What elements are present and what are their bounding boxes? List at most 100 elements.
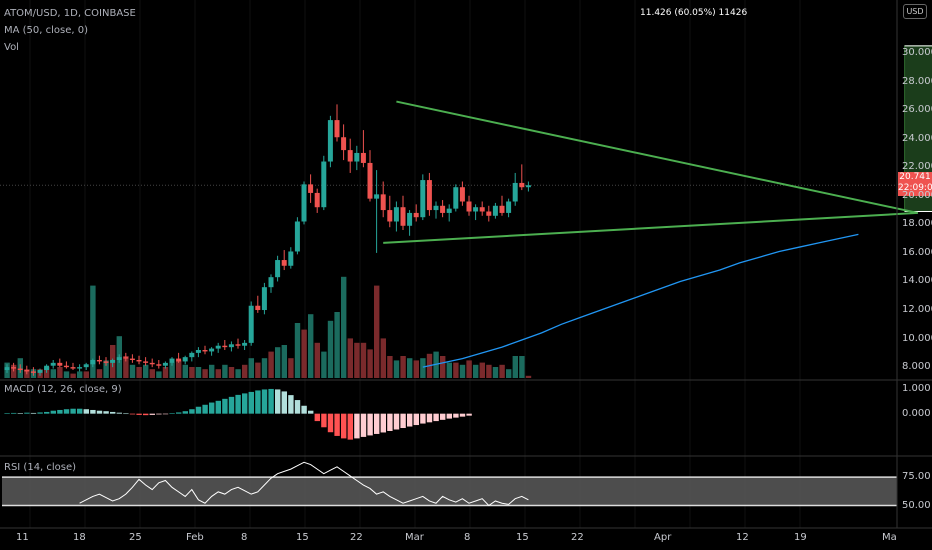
macd-bar: [288, 395, 294, 414]
volume-bar: [459, 364, 466, 378]
candle-body: [17, 368, 23, 370]
candle-body: [374, 194, 380, 199]
candle-body: [360, 152, 366, 163]
macd-bar: [420, 413, 426, 424]
price-tick-label: 26.000: [902, 104, 932, 116]
rsi-tick-label: 50.00: [902, 499, 931, 511]
macd-bar: [136, 413, 142, 415]
volume-bar: [268, 351, 274, 378]
candle-body: [255, 305, 261, 311]
price-tick-label: 14.000: [902, 275, 932, 287]
macd-bar: [63, 409, 70, 414]
volume-bar: [380, 338, 386, 378]
macd-bar: [347, 413, 353, 440]
macd-bar: [268, 388, 274, 414]
volume-bar: [57, 367, 63, 378]
candle-body: [83, 364, 89, 368]
candle-body: [466, 201, 472, 212]
candle-body: [30, 371, 36, 373]
candle-body: [116, 357, 122, 361]
volume-bar: [479, 362, 485, 378]
rsi-band: [2, 477, 897, 506]
time-tick-label: 8: [241, 532, 248, 543]
volume-bar: [327, 320, 334, 378]
macd-bar: [24, 412, 30, 414]
volume-bar: [235, 369, 241, 378]
time-tick-label: Feb: [186, 532, 204, 543]
candle-body: [261, 287, 267, 311]
volume-bar: [499, 364, 505, 378]
volume-bar: [275, 347, 281, 378]
volume-bar: [473, 364, 479, 378]
rsi-label[interactable]: RSI (14, close): [4, 462, 77, 473]
macd-tick-label: 0.000: [902, 407, 931, 419]
ma-label[interactable]: MA (50, close, 0): [4, 25, 89, 36]
candle-body: [347, 150, 353, 162]
macd-bar: [367, 413, 373, 436]
symbol-label[interactable]: ATOM/USD, 1D, COINBASE: [4, 8, 136, 19]
candle-body: [70, 367, 76, 369]
candle-body: [50, 362, 56, 366]
macd-bar: [393, 413, 400, 430]
volume-bar: [195, 367, 202, 378]
macd-bar: [169, 413, 175, 414]
candle-body: [96, 360, 102, 362]
macd-label[interactable]: MACD (12, 26, close, 9): [4, 384, 122, 395]
candle-body: [367, 162, 373, 199]
volume-bar: [90, 285, 96, 378]
macd-bar: [149, 413, 155, 415]
macd-bar: [321, 413, 327, 428]
candle-body: [129, 358, 135, 361]
volume-bar: [182, 364, 188, 378]
macd-bar: [195, 406, 202, 414]
volume-bar: [143, 364, 149, 378]
candle-body: [11, 367, 17, 369]
volume-bar: [189, 367, 195, 378]
macd-bar: [143, 413, 149, 416]
volume-bar: [123, 356, 129, 378]
macd-bar: [103, 411, 109, 414]
volume-bar: [354, 342, 360, 378]
rsi-line: [79, 461, 529, 507]
candle-body: [149, 362, 155, 365]
volume-bar: [261, 358, 268, 378]
macd-bar: [275, 389, 281, 414]
volume-bar: [255, 362, 261, 378]
macd-bar: [77, 408, 83, 414]
candle-body: [380, 194, 386, 211]
macd-bar: [123, 413, 129, 415]
macd-bar: [327, 413, 334, 433]
candle-body: [354, 152, 360, 162]
candle-body: [248, 305, 254, 343]
volume-bar: [242, 364, 248, 378]
candle-body: [235, 344, 241, 346]
volume-bar: [209, 364, 215, 378]
volume-bar: [413, 360, 419, 378]
candle-body: [169, 358, 175, 363]
macd-bar: [354, 413, 360, 439]
vol-label[interactable]: Vol: [4, 42, 19, 53]
volume-bar: [136, 367, 142, 378]
ma50-line: [422, 233, 859, 368]
macd-bar: [301, 405, 307, 414]
macd-bar: [11, 412, 17, 414]
macd-bar: [182, 411, 188, 414]
price-tick-label: 10.000: [902, 332, 932, 344]
macd-bar: [387, 413, 393, 431]
macd-bar: [261, 389, 268, 414]
volume-bar: [420, 358, 426, 378]
volume-bar: [222, 364, 228, 378]
currency-badge[interactable]: USD: [903, 4, 927, 19]
axes: [0, 0, 932, 529]
macd-bar: [129, 413, 136, 415]
macd-bar: [57, 409, 63, 414]
volume-bar: [486, 364, 492, 378]
volume-bars: [4, 276, 532, 378]
volume-bar: [156, 371, 162, 378]
volume-bar: [215, 369, 221, 378]
candle-body: [281, 260, 287, 266]
price-tick-label: 24.000: [902, 132, 932, 144]
macd-bar: [294, 400, 301, 414]
candle-body: [407, 212, 413, 226]
